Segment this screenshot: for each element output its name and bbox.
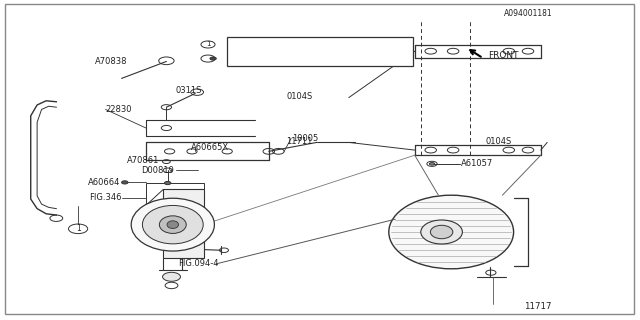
Ellipse shape xyxy=(143,205,204,244)
Text: A61057: A61057 xyxy=(461,159,493,168)
Bar xyxy=(163,189,204,258)
Circle shape xyxy=(210,57,216,60)
Text: 1: 1 xyxy=(76,224,81,233)
Text: K21825: K21825 xyxy=(232,40,263,49)
Bar xyxy=(146,183,204,205)
Text: FRONT: FRONT xyxy=(488,51,518,60)
Text: ( -'03MY0212): ( -'03MY0212) xyxy=(298,40,353,49)
Text: ('04MY0210-  ): ('04MY0210- ) xyxy=(298,54,356,63)
Text: A70861: A70861 xyxy=(127,156,159,165)
Bar xyxy=(227,37,413,66)
Ellipse shape xyxy=(131,198,214,251)
Text: FIG.094-4: FIG.094-4 xyxy=(178,260,218,268)
Ellipse shape xyxy=(159,216,186,234)
Ellipse shape xyxy=(421,220,462,244)
Text: A70838: A70838 xyxy=(95,57,127,66)
Text: 10005: 10005 xyxy=(292,134,319,143)
Text: A60665X: A60665X xyxy=(191,143,229,152)
Text: 22830: 22830 xyxy=(106,105,132,114)
Text: K21830: K21830 xyxy=(232,54,262,63)
Ellipse shape xyxy=(430,225,453,239)
Text: 0104S: 0104S xyxy=(485,137,511,146)
Text: A60664: A60664 xyxy=(88,178,121,187)
Text: FIG.346: FIG.346 xyxy=(89,193,122,202)
Text: 11717: 11717 xyxy=(524,302,551,311)
Text: D00819: D00819 xyxy=(141,166,173,175)
Text: 0311S: 0311S xyxy=(176,86,202,95)
Text: 1: 1 xyxy=(205,42,211,47)
Text: 0104S: 0104S xyxy=(286,92,312,101)
Ellipse shape xyxy=(388,195,514,269)
Circle shape xyxy=(429,163,435,165)
Circle shape xyxy=(122,181,128,184)
Circle shape xyxy=(164,181,171,185)
Circle shape xyxy=(163,272,180,281)
Text: A094001181: A094001181 xyxy=(504,9,553,18)
Ellipse shape xyxy=(167,221,179,228)
Text: 11711: 11711 xyxy=(286,137,312,146)
